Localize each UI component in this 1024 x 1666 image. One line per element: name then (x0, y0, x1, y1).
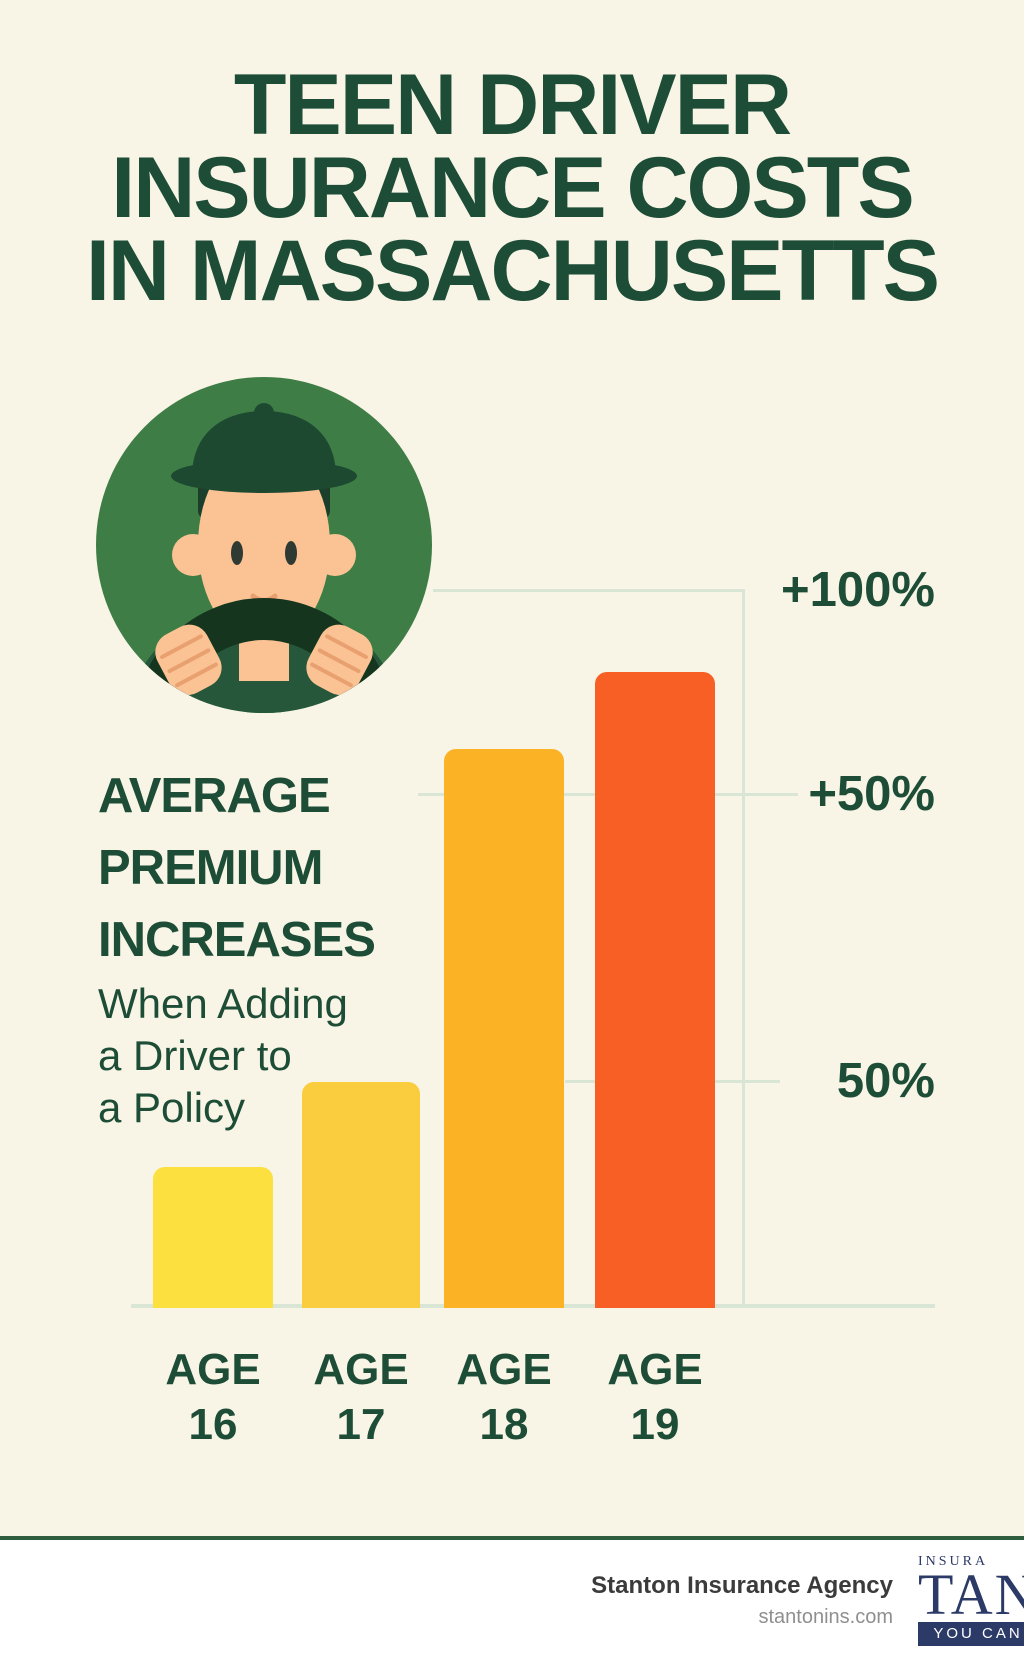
face (198, 445, 330, 645)
chart-heading: AVERAGE PREMIUM INCREASES (98, 760, 376, 976)
footer-background (0, 1540, 1024, 1666)
steering-wheel (133, 598, 395, 713)
heading-line-3: INCREASES (98, 913, 376, 967)
left-eye (231, 541, 243, 565)
x-tick-age-16: AGE 16 (165, 1345, 261, 1449)
y-tick-plus-50: +50% (808, 767, 935, 821)
x-tick-age-19: AGE 19 (607, 1345, 703, 1449)
bar-age-18 (444, 749, 564, 1308)
vertical-axis-line (742, 589, 745, 1308)
left-hand (155, 624, 222, 696)
y-tick-plus-100: +100% (781, 563, 935, 617)
page-title: TEEN DRIVER INSURANCE COSTS IN MASSACHUS… (0, 57, 1024, 319)
title-line-3: IN MASSACHUSETTS (86, 223, 940, 319)
title-line-1: TEEN DRIVER (233, 57, 792, 153)
gridline-plus-100 (433, 589, 744, 592)
x-tick-age-18: AGE 18 (456, 1345, 552, 1449)
cap-brim (171, 459, 357, 493)
bar-age-17 (302, 1082, 420, 1308)
heading-line-2: PREMIUM (98, 841, 323, 895)
agency-logo: INSURA TAN YOU CAN (918, 1554, 1024, 1646)
bar-age-16 (153, 1167, 273, 1308)
subheading-line-2: a Driver to (98, 1032, 292, 1079)
right-hand (306, 624, 373, 696)
chart-subheading: When Adding a Driver to a Policy (98, 978, 348, 1134)
subheading-line-3: a Policy (98, 1084, 246, 1131)
heading-line-1: AVERAGE (98, 769, 331, 823)
subheading-line-1: When Adding (98, 980, 348, 1027)
footer-divider (0, 1536, 1024, 1540)
logo-main-text: TAN (918, 1562, 1024, 1627)
logo-top-text: INSURA (918, 1554, 989, 1569)
bar-age-19 (595, 672, 715, 1308)
right-eye (285, 541, 297, 565)
footer-agency-name: Stanton Insurance Agency (591, 1572, 893, 1599)
cap-button (254, 403, 274, 423)
teen-driver-illustration (96, 377, 432, 713)
logo-banner-text: YOU CAN (918, 1622, 1024, 1646)
title-line-2: INSURANCE COSTS (111, 140, 914, 236)
y-tick-50: 50% (836, 1054, 935, 1108)
footer-website: stantonins.com (758, 1606, 893, 1628)
x-tick-age-17: AGE 17 (313, 1345, 409, 1449)
